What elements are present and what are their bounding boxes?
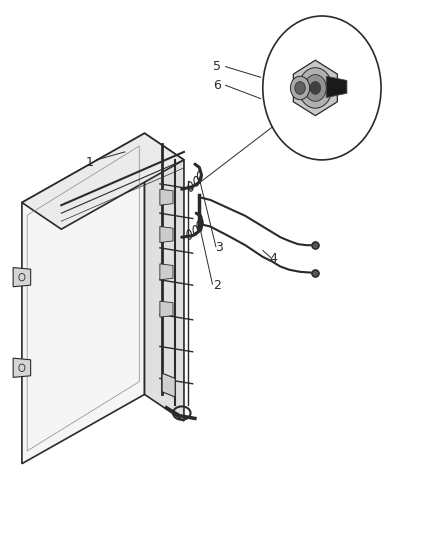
Polygon shape xyxy=(160,189,173,205)
Polygon shape xyxy=(22,133,184,229)
Polygon shape xyxy=(22,133,145,464)
Circle shape xyxy=(295,82,305,94)
Circle shape xyxy=(290,76,310,100)
Polygon shape xyxy=(162,373,175,397)
Polygon shape xyxy=(293,60,337,116)
Text: 3: 3 xyxy=(215,241,223,254)
Polygon shape xyxy=(145,133,184,421)
Text: 6: 6 xyxy=(213,79,221,92)
Polygon shape xyxy=(160,264,173,280)
Circle shape xyxy=(263,16,381,160)
Polygon shape xyxy=(160,301,173,317)
Text: 4: 4 xyxy=(270,252,278,265)
Circle shape xyxy=(299,68,332,108)
Polygon shape xyxy=(13,358,31,377)
Circle shape xyxy=(304,75,326,101)
Polygon shape xyxy=(13,268,31,287)
Polygon shape xyxy=(326,76,347,98)
Text: 2: 2 xyxy=(213,279,221,292)
Polygon shape xyxy=(160,227,173,243)
Text: 1: 1 xyxy=(86,156,94,169)
Text: 5: 5 xyxy=(213,60,221,73)
Circle shape xyxy=(310,82,321,94)
